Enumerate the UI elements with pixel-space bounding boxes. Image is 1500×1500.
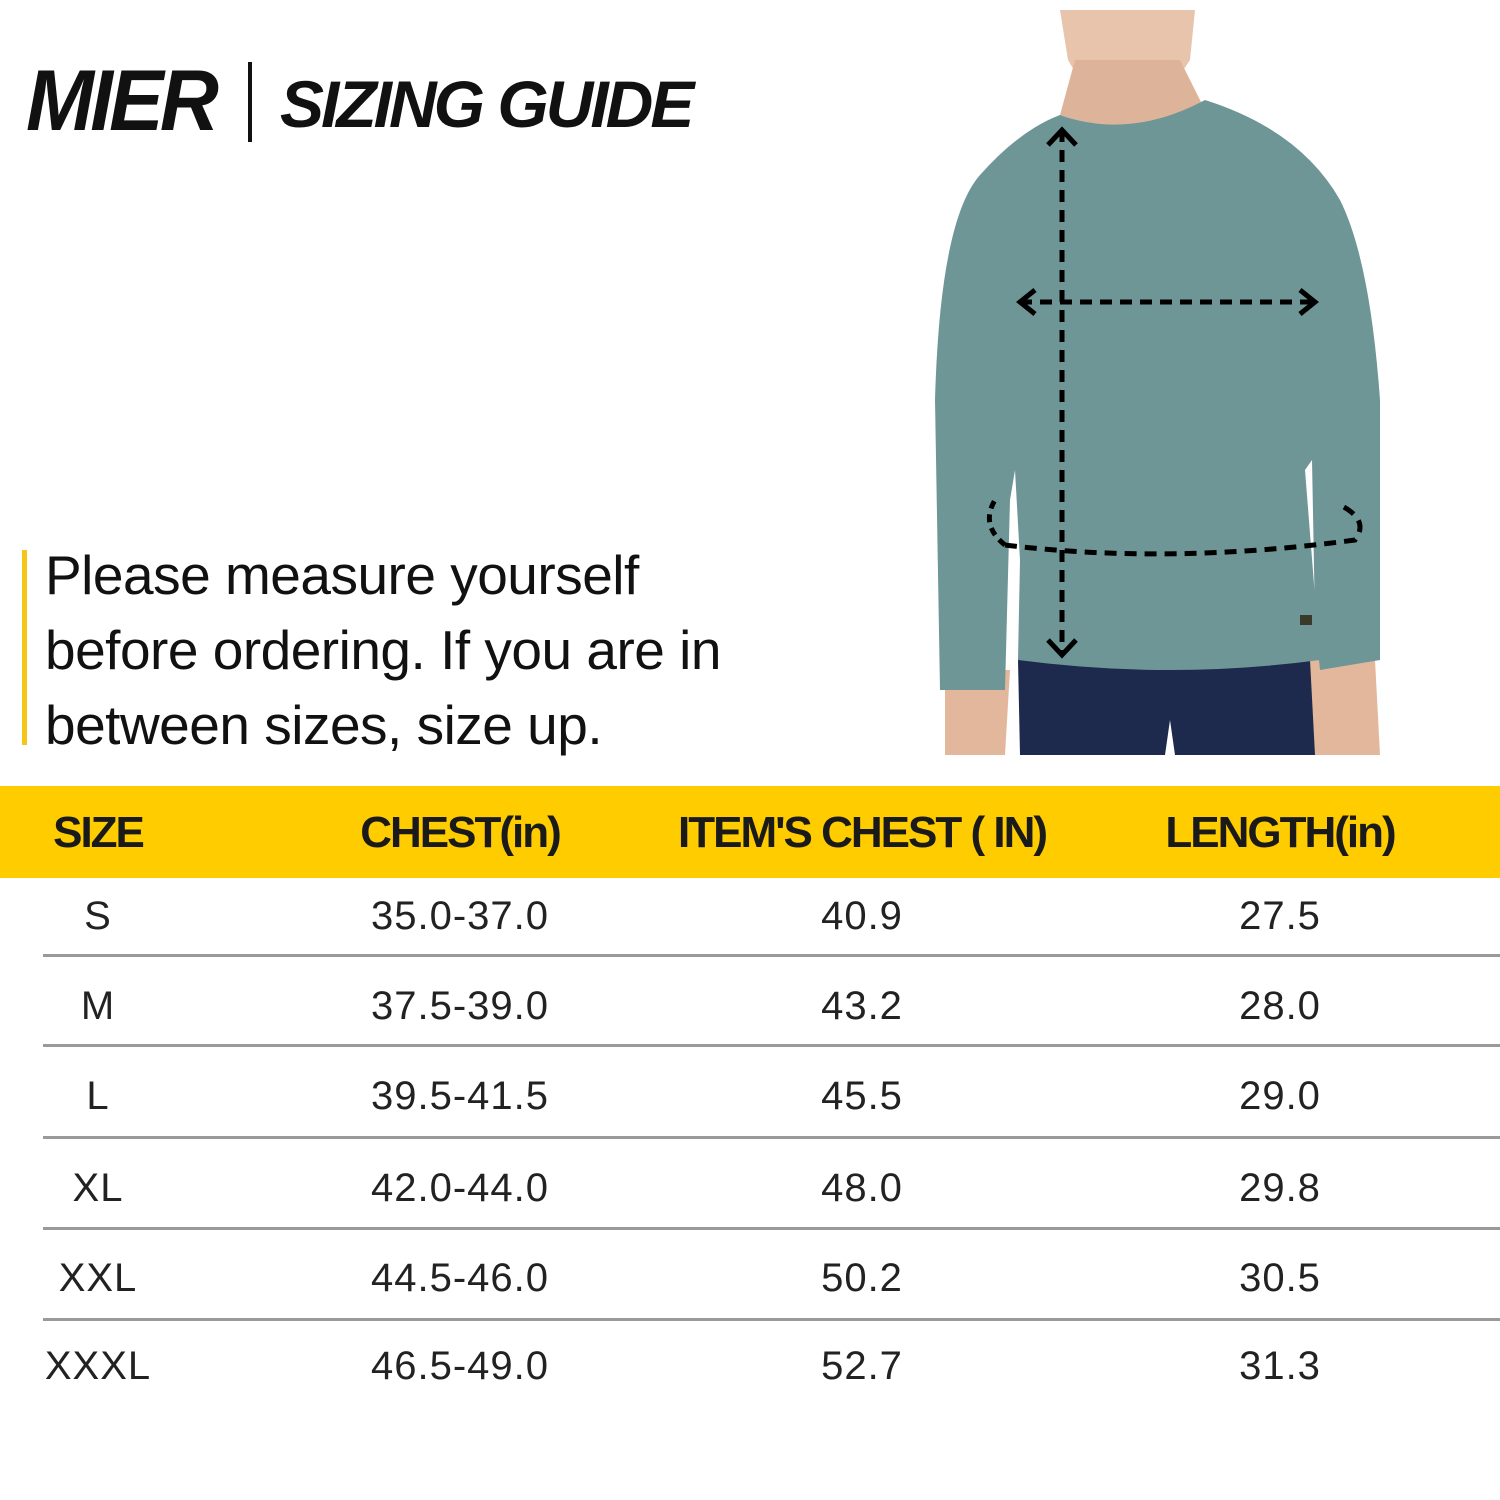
measure-note: Please measure yourself before ordering.… [45,544,721,756]
cell-item-chest: 45.5 [821,1074,903,1118]
chest-arrow-right [1298,288,1320,316]
cell-size: XL [72,1166,124,1210]
cell-item-chest: 40.9 [821,894,903,938]
model-left-hand [945,670,1010,755]
cell-length: 29.0 [1239,1074,1321,1118]
cell-size: S [84,894,112,938]
chest-arrow-left [1015,288,1037,316]
table-row: XXXL 46.5-49.0 52.7 31.3 [0,1330,1500,1420]
length-arrow-top [1046,126,1078,147]
table-row: L 39.5-41.5 45.5 29.0 [0,1060,1500,1150]
cell-item-chest: 52.7 [821,1344,903,1388]
cell-chest: 35.0-37.0 [370,894,550,938]
cell-item-chest: 48.0 [821,1166,903,1210]
note-accent-bar [22,550,27,745]
table-row: XL 42.0-44.0 48.0 29.8 [0,1152,1500,1242]
cell-item-chest: 50.2 [821,1256,903,1300]
model-neck [1060,60,1205,127]
cell-length: 27.5 [1239,894,1321,938]
column-header-chest: CHEST(in) [360,808,562,857]
cell-length: 28.0 [1239,984,1321,1028]
row-divider [43,1227,1500,1230]
header-divider [248,62,252,142]
row-divider [43,1136,1500,1139]
row-divider [43,1044,1500,1047]
measurement-arrows [986,126,1363,659]
shirt [935,100,1380,690]
shirt-label-tag [1300,615,1312,625]
table-row: XXL 44.5-46.0 50.2 30.5 [0,1242,1500,1332]
cell-length: 30.5 [1239,1256,1321,1300]
model-right-hand [1310,660,1380,755]
cell-chest: 44.5-46.0 [370,1256,550,1300]
cell-item-chest: 43.2 [821,984,903,1028]
table-row: S 35.0-37.0 40.9 27.5 [0,880,1500,970]
hem-arrow-left [986,498,1007,547]
length-arrow-bottom [1046,638,1078,659]
row-divider [43,954,1500,957]
cell-size: L [86,1074,110,1118]
hem-arrow [1004,502,1363,557]
cell-length: 29.8 [1239,1166,1321,1210]
brand-logo: MIER [26,53,219,149]
cell-chest: 39.5-41.5 [370,1074,550,1118]
model-pants [1018,660,1330,755]
cell-size: XXL [58,1256,138,1300]
cell-chest: 37.5-39.0 [370,984,550,1028]
cell-size: M [80,984,116,1028]
cell-length: 31.3 [1239,1344,1321,1388]
model-shirt-illustration [935,10,1380,755]
column-header-length: LENGTH(in) [1165,808,1396,857]
cell-chest: 42.0-44.0 [370,1166,550,1210]
table-header: SIZE CHEST(in) ITEM'S CHEST ( IN) LENGTH… [0,786,1500,878]
table-row: M 37.5-39.0 43.2 28.0 [0,970,1500,1060]
page-title: SIZING GUIDE [280,67,694,141]
column-header-item-chest: ITEM'S CHEST ( IN) [677,808,1048,857]
row-divider [43,1318,1500,1321]
cell-chest: 46.5-49.0 [370,1344,550,1388]
cell-size: XXXL [44,1344,152,1388]
column-header-size: SIZE [53,808,145,857]
